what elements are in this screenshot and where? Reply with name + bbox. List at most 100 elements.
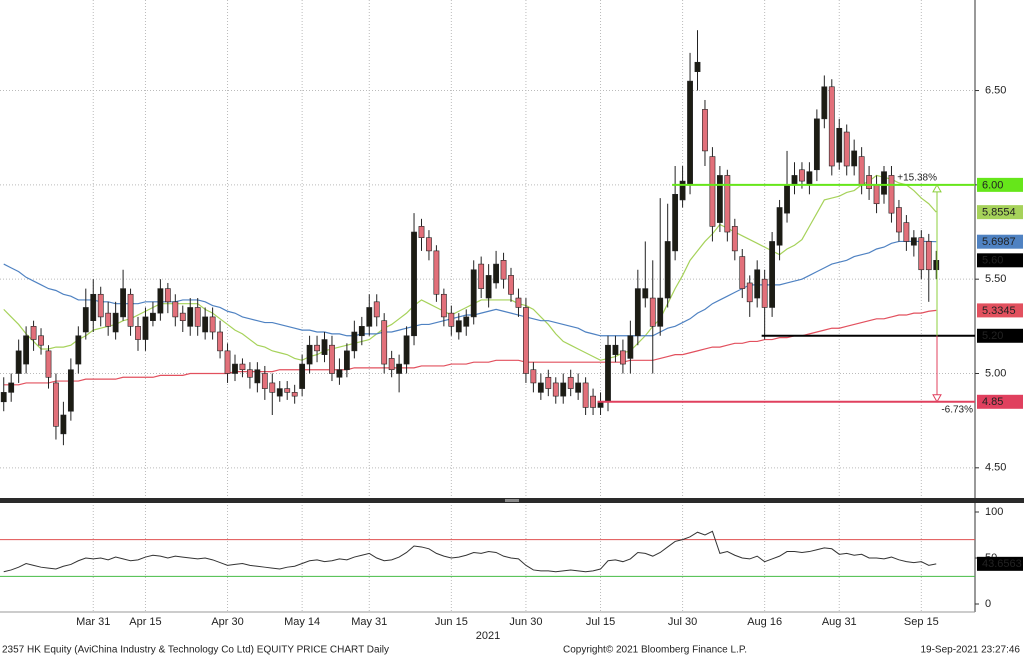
rsi-value-label: 43.6563 (982, 558, 1022, 570)
candle-body (358, 326, 365, 337)
candle-body (448, 312, 455, 327)
candle-body (254, 369, 261, 384)
footer-center: Copyright© 2021 Bloomberg Finance L.P. (563, 645, 747, 656)
candle-body (321, 339, 328, 355)
candle-body (463, 316, 470, 327)
candle-body (209, 316, 216, 333)
candle-body (575, 382, 582, 393)
x-tick-label: Sep 15 (904, 616, 939, 628)
x-tick-label: Apr 15 (129, 616, 161, 628)
rsi-y-tick-label: 0 (985, 598, 991, 610)
candle-body (120, 288, 126, 318)
candle-body (150, 312, 156, 321)
candle-body (172, 301, 179, 318)
level-label: 5.20 (982, 330, 1003, 342)
candle-body (657, 297, 664, 327)
candle-body (60, 414, 67, 435)
candle-body (843, 131, 850, 167)
candle-body (552, 382, 559, 397)
footer-left: 2357 HK Equity (AviChina Industry & Tech… (2, 645, 389, 656)
overlay-value-label: 5.3345 (982, 305, 1016, 317)
candle-body (366, 307, 373, 327)
candle-body (731, 226, 738, 252)
candle-body (634, 288, 641, 337)
candle-body (179, 312, 186, 321)
candle-body (642, 288, 649, 299)
candle-body (858, 156, 865, 186)
y-tick-label: 4.50 (985, 462, 1006, 474)
candle-body (217, 331, 223, 352)
y-tick-label: 5.50 (985, 273, 1006, 285)
candle-body (739, 256, 746, 289)
change-arrowhead (932, 394, 942, 403)
candle-body (620, 350, 626, 365)
candle-body (769, 241, 776, 308)
candle-body (112, 312, 119, 333)
candle-body (440, 293, 447, 318)
candle-body (523, 307, 529, 374)
candle-body (687, 80, 693, 186)
candle-body (590, 395, 596, 408)
x-tick-label: May 31 (351, 616, 387, 628)
x-tick-label: Jul 15 (586, 616, 615, 628)
candle-body (8, 382, 15, 393)
candle-body (0, 392, 7, 403)
candle-body (67, 369, 74, 412)
level-label-box (977, 394, 1023, 409)
candle-body (918, 237, 925, 271)
candle-body (75, 335, 82, 365)
x-tick-label: Aug 16 (747, 616, 782, 628)
overlay-value-label: 5.6987 (982, 236, 1016, 248)
candle-body (403, 335, 410, 365)
candle-body (135, 326, 141, 340)
footer-right: 19-Sep-2021 23:27:46 (920, 645, 1020, 656)
candle-body (284, 388, 291, 393)
candle-body (567, 376, 574, 389)
x-tick-label: Jul 30 (668, 616, 697, 628)
x-tick-label: Apr 30 (211, 616, 243, 628)
change-arrowhead (932, 183, 942, 193)
level-label-box (977, 328, 1023, 343)
x-tick-label: Mar 31 (76, 616, 110, 628)
candle-body (500, 260, 507, 280)
candle-body (224, 350, 231, 374)
candle-body (925, 241, 932, 271)
candle-body (754, 269, 761, 299)
candle-body (746, 282, 753, 303)
rsi-line (3, 530, 937, 573)
x-tick-label: May 14 (284, 616, 320, 628)
candle-body (396, 363, 403, 374)
candle-body (791, 175, 798, 186)
candle-body (336, 369, 343, 378)
candle-body (23, 335, 30, 365)
candle-body (664, 241, 671, 299)
candle-body (157, 288, 164, 314)
candle-body (776, 207, 783, 246)
last-price-label-box (977, 253, 1023, 268)
candle-body (30, 326, 37, 340)
candle-body (694, 61, 701, 72)
candle-body (90, 293, 97, 321)
candle-body (388, 358, 395, 371)
candle-body (194, 307, 201, 327)
candle-body (508, 275, 514, 295)
y-tick-label: 5.00 (985, 367, 1006, 379)
change-label: -6.73% (941, 404, 973, 415)
overlay-line (3, 309, 937, 386)
candle-body (649, 297, 656, 327)
level-label-box (977, 177, 1023, 192)
candle-body (97, 293, 104, 318)
candle-body (545, 376, 552, 389)
candle-body (582, 382, 589, 408)
candle-body (888, 175, 895, 214)
candle-body (806, 171, 813, 186)
candle-body (537, 382, 544, 393)
candle-body (784, 184, 790, 214)
candle-body (851, 150, 858, 167)
x-tick-label: Aug 31 (822, 616, 857, 628)
candle-body (38, 335, 44, 346)
candle-body (381, 320, 388, 365)
x-tick-label: Jun 15 (435, 616, 468, 628)
candle-body (269, 382, 276, 393)
